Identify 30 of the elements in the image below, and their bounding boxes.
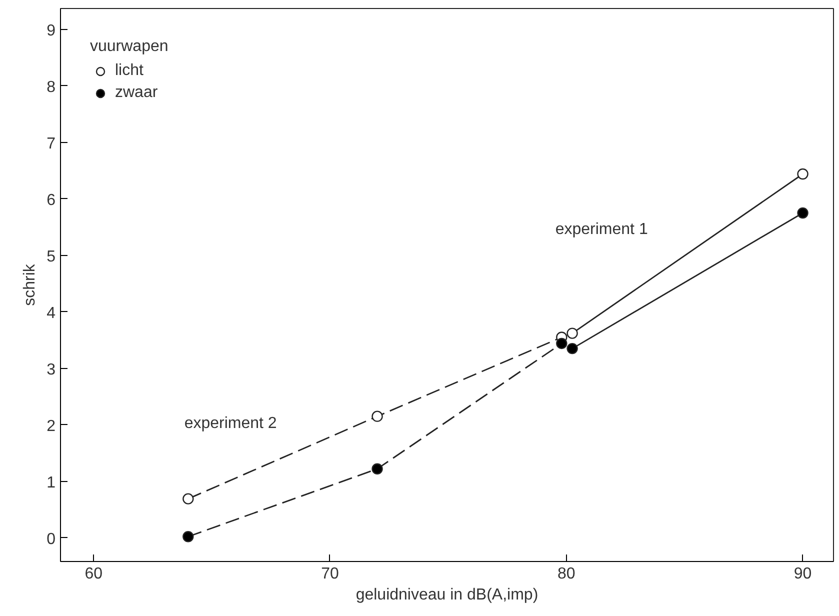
y-tick-label: 7 [46, 135, 56, 152]
point [797, 168, 808, 180]
point [182, 531, 194, 542]
y-tick-label: 9 [46, 22, 56, 40]
point [556, 338, 568, 350]
y-tick-label: 0 [46, 530, 56, 548]
point [797, 207, 808, 219]
point [182, 493, 194, 504]
annotation: experiment 1 [555, 221, 648, 238]
point [566, 328, 578, 339]
point [372, 410, 383, 422]
x-tick-label: 70 [321, 566, 339, 582]
legend-label: zwaar [115, 84, 158, 102]
point [372, 463, 383, 474]
legend-title: vuurwapen [90, 38, 168, 56]
y-tick-label: 5 [46, 248, 56, 266]
y-tick-label: 4 [46, 304, 56, 322]
x-tick-label: 80 [557, 566, 576, 582]
y-tick-label: 6 [46, 192, 56, 209]
y-axis-title: schrik [22, 263, 39, 306]
annotation: experiment 2 [184, 414, 277, 432]
point [566, 342, 578, 354]
x-tick-label: 60 [84, 566, 103, 582]
y-tick-label: 2 [46, 418, 56, 435]
x-tick-label: 90 [794, 566, 812, 582]
x-axis-title: geluidniveau in dB(A,imp) [356, 586, 538, 604]
y-tick-label: 3 [46, 361, 56, 378]
y-tick-label: 8 [46, 78, 56, 96]
legend-label: licht [115, 62, 144, 80]
y-tick-label: 1 [46, 474, 56, 492]
